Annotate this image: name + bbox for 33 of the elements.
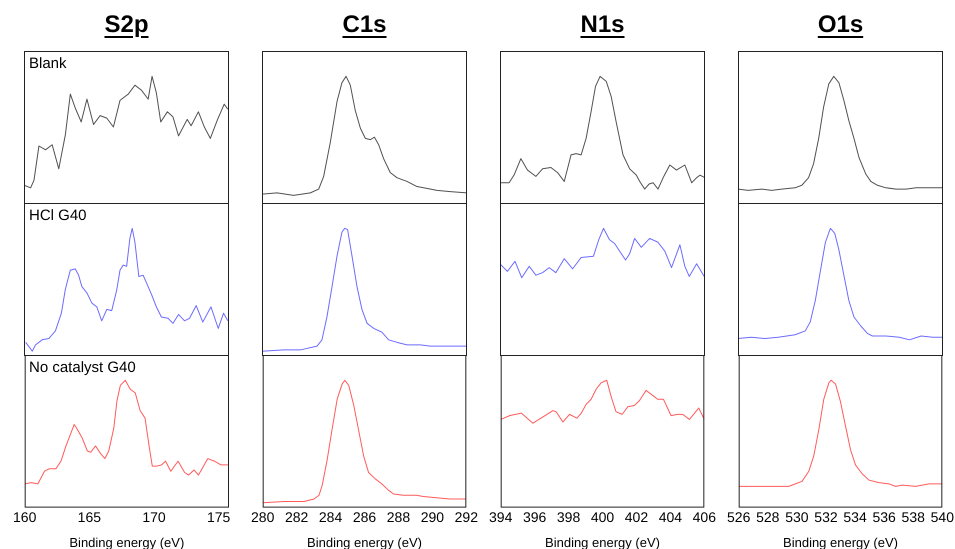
x-tick-label: 532 <box>814 508 838 525</box>
chart-title: O1s <box>818 11 864 39</box>
x-tick-label: 282 <box>284 508 309 525</box>
x-tick-label: 170 <box>142 508 166 525</box>
x-tick-label: 530 <box>785 508 809 525</box>
x-tick-label: 400 <box>590 508 614 525</box>
x-tick-label: 540 <box>930 508 954 525</box>
x-tick-label: 286 <box>352 508 376 525</box>
x-tick-label: 396 <box>522 508 547 525</box>
text: HCl G40 <box>29 206 87 226</box>
x-tick-label: 406 <box>692 508 716 525</box>
x-tick-label: 398 <box>556 508 580 525</box>
x-tick-label: 292 <box>454 508 478 525</box>
x-tick-label: 160 <box>13 508 37 525</box>
x-tick-label: 288 <box>386 508 410 525</box>
x-tick-label: 526 <box>727 508 751 525</box>
text: No catalyst G40 <box>29 358 136 378</box>
chart-title: N1s <box>580 11 625 39</box>
x-tick-label: 175 <box>206 508 231 525</box>
chart-title: C1s <box>342 11 387 39</box>
x-tick-label: 394 <box>489 508 513 525</box>
x-tick-label: 402 <box>624 508 648 525</box>
x-tick-label: 536 <box>872 508 896 525</box>
x-tick-label: 280 <box>251 508 275 525</box>
text: Blank <box>29 54 67 74</box>
x-tick-label: 538 <box>902 508 926 525</box>
x-tick-label: 528 <box>756 508 780 525</box>
x-tick-label: 534 <box>843 508 867 525</box>
x-tick-label: 290 <box>420 508 444 525</box>
x-tick-label: 404 <box>658 508 682 525</box>
x-tick-label: 284 <box>318 508 342 525</box>
chart-title: S2p <box>104 11 148 39</box>
x-tick-label: 165 <box>78 508 102 525</box>
